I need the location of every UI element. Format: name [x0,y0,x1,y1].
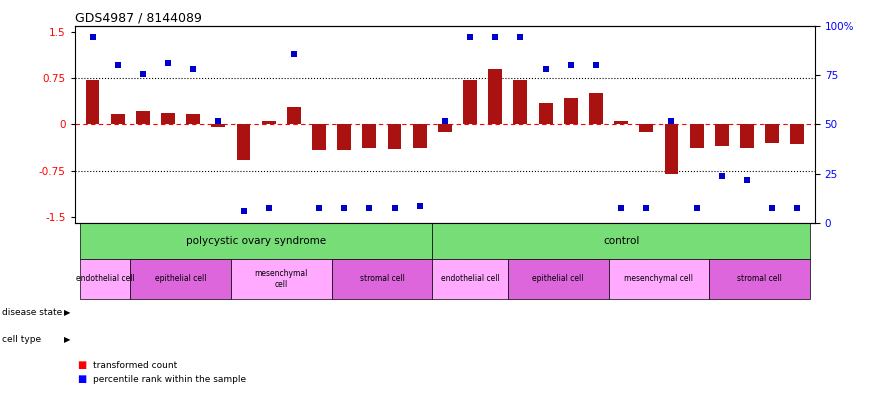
Point [790,205,804,211]
Point [690,205,704,211]
Bar [709,259,810,299]
Text: stromal cell: stromal cell [359,274,404,283]
Text: percentile rank within the sample: percentile rank within the sample [93,375,247,384]
Point [438,118,452,124]
Point [236,208,250,215]
Bar [136,111,150,124]
Bar [609,259,709,299]
Text: mesenchymal cell: mesenchymal cell [625,274,693,283]
Point [765,205,779,211]
Text: epithelial cell: epithelial cell [155,274,206,283]
Point [287,51,301,57]
Bar [388,124,402,149]
Bar [312,124,326,150]
Bar [564,98,578,124]
Point [412,203,426,209]
Bar [237,124,250,160]
Point [362,205,376,211]
Bar [438,124,452,132]
Bar [714,124,729,146]
Point [337,205,352,211]
Bar [111,114,124,124]
Text: mesenchymal
cell: mesenchymal cell [255,269,308,288]
Text: stromal cell: stromal cell [737,274,782,283]
Bar [514,80,528,124]
Point [161,60,175,66]
Point [740,177,754,183]
Point [186,66,200,72]
Text: cell type: cell type [2,336,41,344]
Bar [413,124,426,148]
Point [262,205,276,211]
Bar [766,124,779,143]
Point [85,34,100,40]
Bar [433,223,810,259]
Point [564,62,578,68]
Bar [640,124,653,132]
Bar [231,259,331,299]
Point [463,34,478,40]
Bar [262,121,276,124]
Bar [463,80,477,124]
Text: disease state: disease state [2,308,62,317]
Bar [337,124,352,150]
Text: epithelial cell: epithelial cell [532,274,584,283]
Point [614,205,628,211]
Bar [331,259,433,299]
Bar [80,223,433,259]
Bar [790,124,804,144]
Bar [740,124,754,148]
Bar [538,103,552,124]
Bar [690,124,704,148]
Text: ■: ■ [78,374,86,384]
Point [111,62,125,68]
Text: ■: ■ [78,360,86,371]
Point [312,205,326,211]
Bar [589,94,603,124]
Bar [211,124,226,127]
Bar [614,121,628,124]
Bar [507,259,609,299]
Point [514,34,528,40]
Point [211,118,226,124]
Text: GDS4987 / 8144089: GDS4987 / 8144089 [75,11,202,24]
Point [589,62,603,68]
Bar [85,80,100,124]
Text: ▶: ▶ [64,308,70,317]
Text: endothelial cell: endothelial cell [76,274,135,283]
Point [714,173,729,180]
Text: transformed count: transformed count [93,361,178,370]
Point [640,205,654,211]
Bar [488,69,502,124]
Point [388,205,402,211]
Text: endothelial cell: endothelial cell [440,274,500,283]
Bar [80,259,130,299]
Point [136,71,150,77]
Text: ▶: ▶ [64,336,70,344]
Text: polycystic ovary syndrome: polycystic ovary syndrome [186,236,326,246]
Bar [433,259,507,299]
Point [664,118,678,124]
Bar [130,259,231,299]
Point [488,34,502,40]
Text: control: control [603,236,640,246]
Bar [287,107,300,124]
Point [538,66,552,72]
Bar [362,124,376,148]
Bar [664,124,678,174]
Bar [161,113,175,124]
Bar [186,114,200,124]
